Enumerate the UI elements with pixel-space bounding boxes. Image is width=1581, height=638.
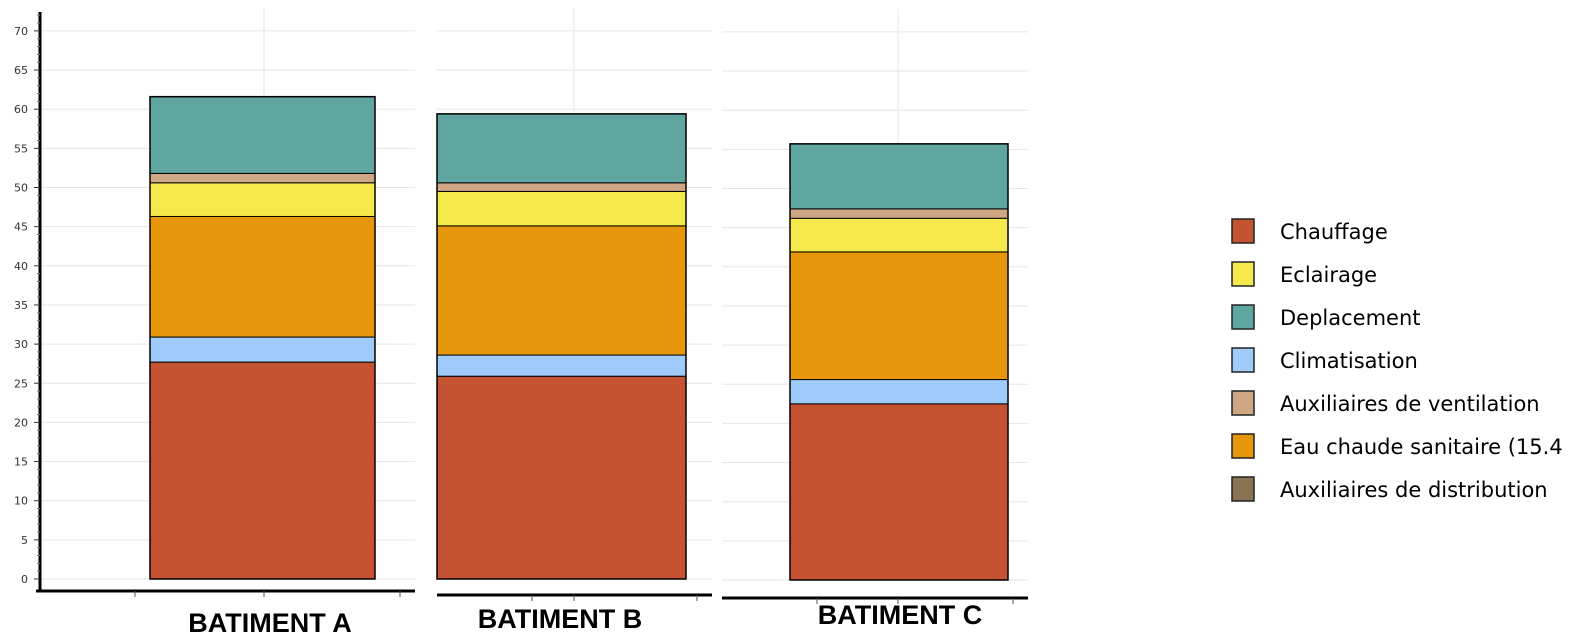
y-tick-label: 55 — [14, 142, 28, 155]
y-tick-label: 10 — [14, 495, 28, 508]
bar-segment — [436, 113, 687, 184]
legend-label: Eau chaude sanitaire (15.4 — [1280, 435, 1563, 459]
legend-swatch — [1231, 304, 1255, 330]
bar-segment — [436, 375, 687, 580]
bar-outline — [149, 95, 376, 580]
y-axis: 0 5 10 15 20 25 30 35 40 45 50 55 60 65 70 — [14, 12, 1028, 604]
y-tick-label: 45 — [14, 221, 28, 234]
bar-segment — [149, 182, 376, 217]
bar-segment — [149, 96, 376, 174]
legend-swatch — [1231, 218, 1255, 244]
y-tick-label: 5 — [21, 534, 28, 547]
y-tick-label: 25 — [14, 377, 28, 390]
bar-outline — [436, 113, 687, 580]
bar-segment — [789, 217, 1009, 253]
y-tick-label: 65 — [14, 64, 28, 77]
legend: Chauffage Eclairage Deplacement Climatisati… — [1231, 218, 1563, 502]
bar-outline — [789, 143, 1009, 581]
bar-segment — [149, 361, 376, 580]
category-label: BATIMENT B — [478, 604, 642, 634]
bar-segment — [789, 208, 1009, 219]
bar-segment — [789, 379, 1009, 405]
legend-label: Climatisation — [1280, 349, 1418, 373]
bar-segment — [436, 354, 687, 377]
y-tick-label: 50 — [14, 182, 28, 195]
x-axis-labels: BATIMENT A BATIMENT B BATIMENT C — [188, 600, 982, 638]
legend-label: Auxiliaires de distribution — [1280, 478, 1548, 502]
legend-swatch — [1231, 433, 1255, 459]
bar-segment — [789, 143, 1009, 210]
legend-label: Auxiliaires de ventilation — [1280, 392, 1540, 416]
legend-swatch — [1231, 476, 1255, 502]
y-tick-label: 35 — [14, 299, 28, 312]
legend-swatch — [1231, 347, 1255, 373]
y-tick-label: 70 — [14, 25, 28, 38]
legend-label: Deplacement — [1280, 306, 1421, 330]
category-label: BATIMENT A — [188, 608, 351, 638]
bar-segment — [436, 225, 687, 356]
legend-swatch — [1231, 390, 1255, 416]
bar-segment — [436, 190, 687, 227]
y-tick-label: 60 — [14, 103, 28, 116]
category-label: BATIMENT C — [818, 600, 982, 630]
legend-label: Eclairage — [1280, 263, 1377, 287]
bar-segment — [149, 172, 376, 184]
legend-label: Chauffage — [1280, 220, 1388, 244]
bars — [149, 95, 1009, 581]
y-tick-label: 30 — [14, 338, 28, 351]
bar-segment — [149, 215, 376, 338]
y-tick-label: 40 — [14, 260, 28, 273]
bar-segment — [789, 251, 1009, 381]
bar-segment — [149, 336, 376, 363]
y-tick-label: 20 — [14, 416, 28, 429]
y-tick-label: 0 — [21, 573, 28, 586]
legend-swatch — [1231, 261, 1255, 287]
bar-segment — [436, 182, 687, 192]
bar-segment — [789, 403, 1009, 581]
y-tick-label: 15 — [14, 456, 28, 469]
